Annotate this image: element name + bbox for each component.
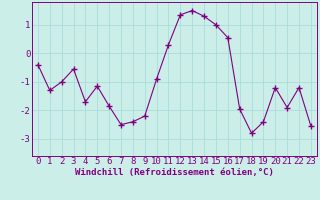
X-axis label: Windchill (Refroidissement éolien,°C): Windchill (Refroidissement éolien,°C): [75, 168, 274, 177]
